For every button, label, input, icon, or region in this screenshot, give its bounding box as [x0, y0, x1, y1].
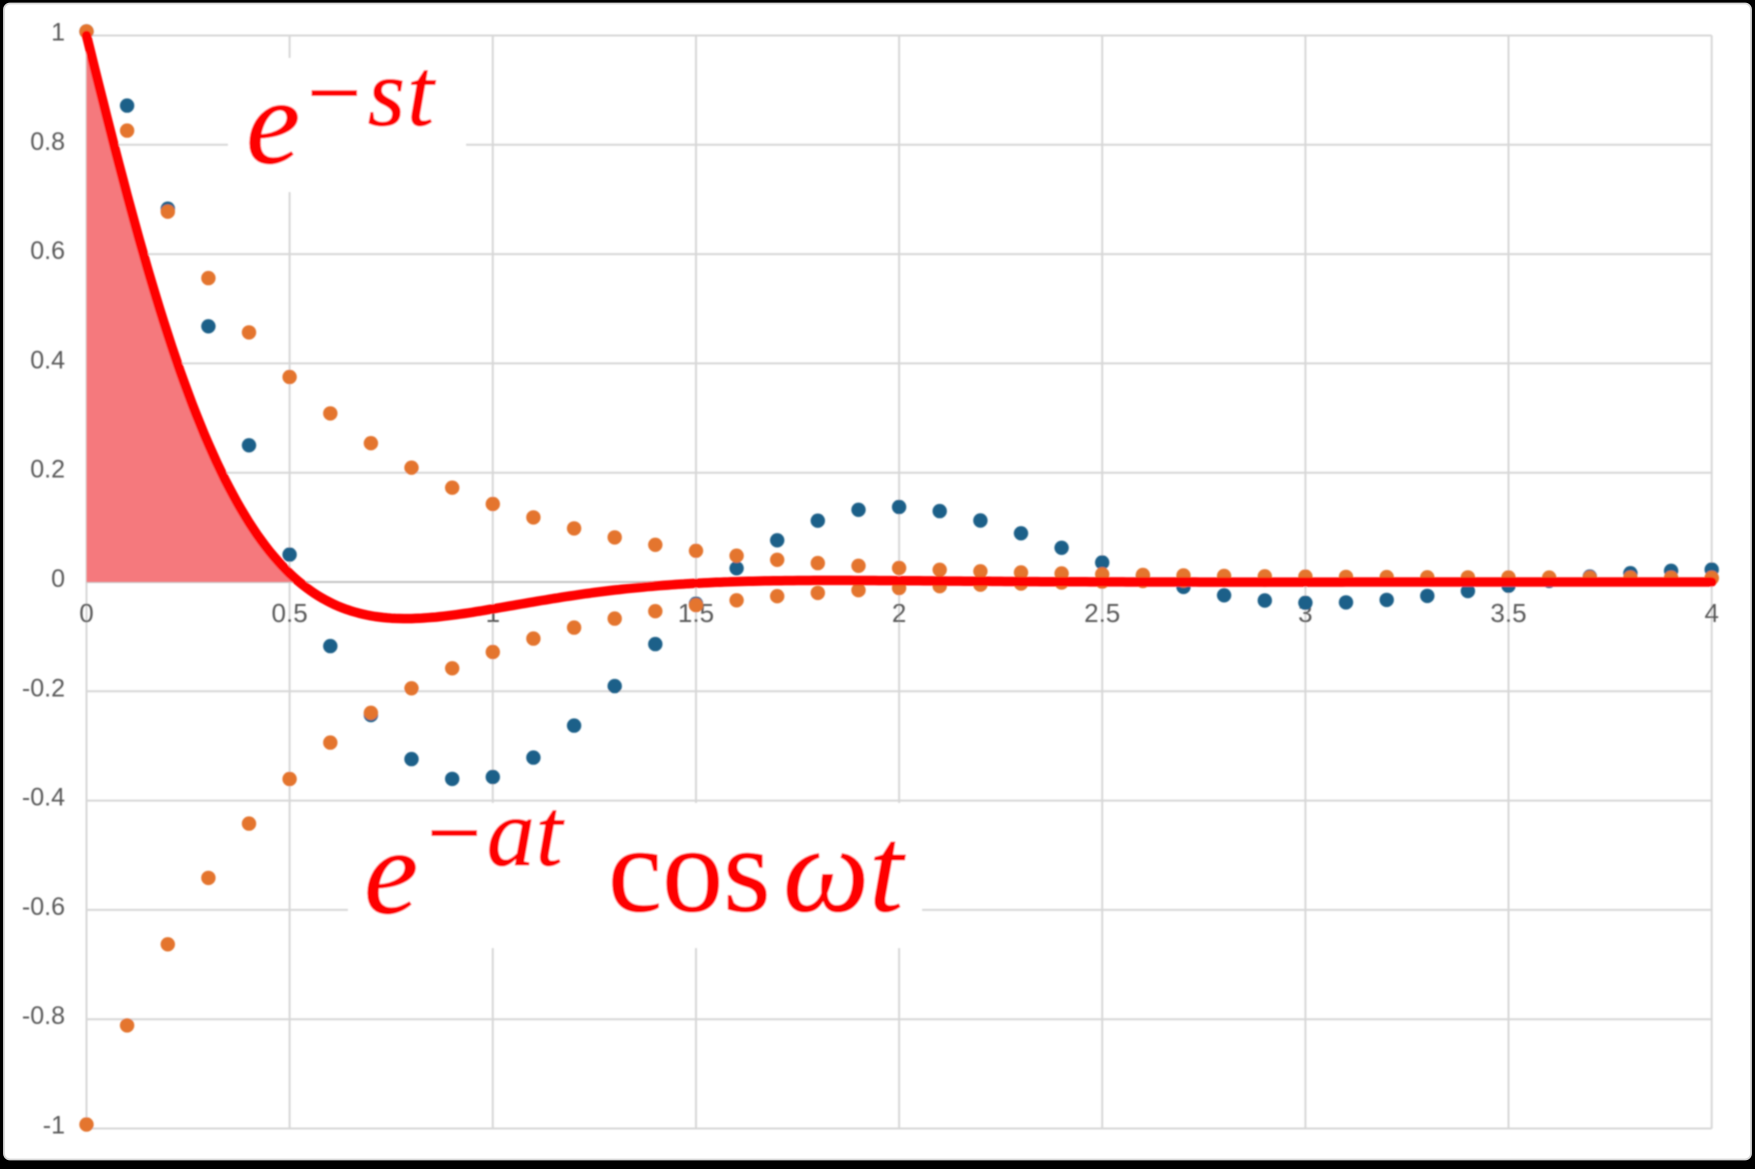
svg-text:e: e — [246, 55, 300, 190]
svg-text:−at: −at — [421, 779, 565, 886]
svg-text:0.4: 0.4 — [30, 346, 65, 374]
svg-text:e: e — [364, 805, 418, 940]
svg-text:2: 2 — [892, 598, 906, 628]
svg-text:-0.2: -0.2 — [22, 674, 65, 702]
svg-text:3.5: 3.5 — [1490, 598, 1526, 628]
svg-text:2.5: 2.5 — [1084, 598, 1120, 628]
svg-text:-0.8: -0.8 — [22, 1002, 65, 1030]
svg-text:0.5: 0.5 — [272, 598, 308, 628]
svg-text:-0.6: -0.6 — [22, 893, 65, 921]
svg-text:ωt: ωt — [783, 803, 906, 938]
svg-text:0: 0 — [79, 598, 93, 628]
svg-text:cos: cos — [608, 803, 771, 938]
svg-text:-1: -1 — [43, 1112, 65, 1140]
svg-text:4: 4 — [1704, 598, 1718, 628]
svg-text:0.8: 0.8 — [30, 128, 65, 156]
svg-text:1: 1 — [51, 19, 65, 47]
svg-text:0.6: 0.6 — [30, 237, 65, 265]
svg-text:-0.4: -0.4 — [22, 784, 65, 812]
svg-text:0: 0 — [51, 565, 65, 593]
svg-text:0.2: 0.2 — [30, 456, 65, 484]
svg-text:−st: −st — [301, 39, 436, 146]
